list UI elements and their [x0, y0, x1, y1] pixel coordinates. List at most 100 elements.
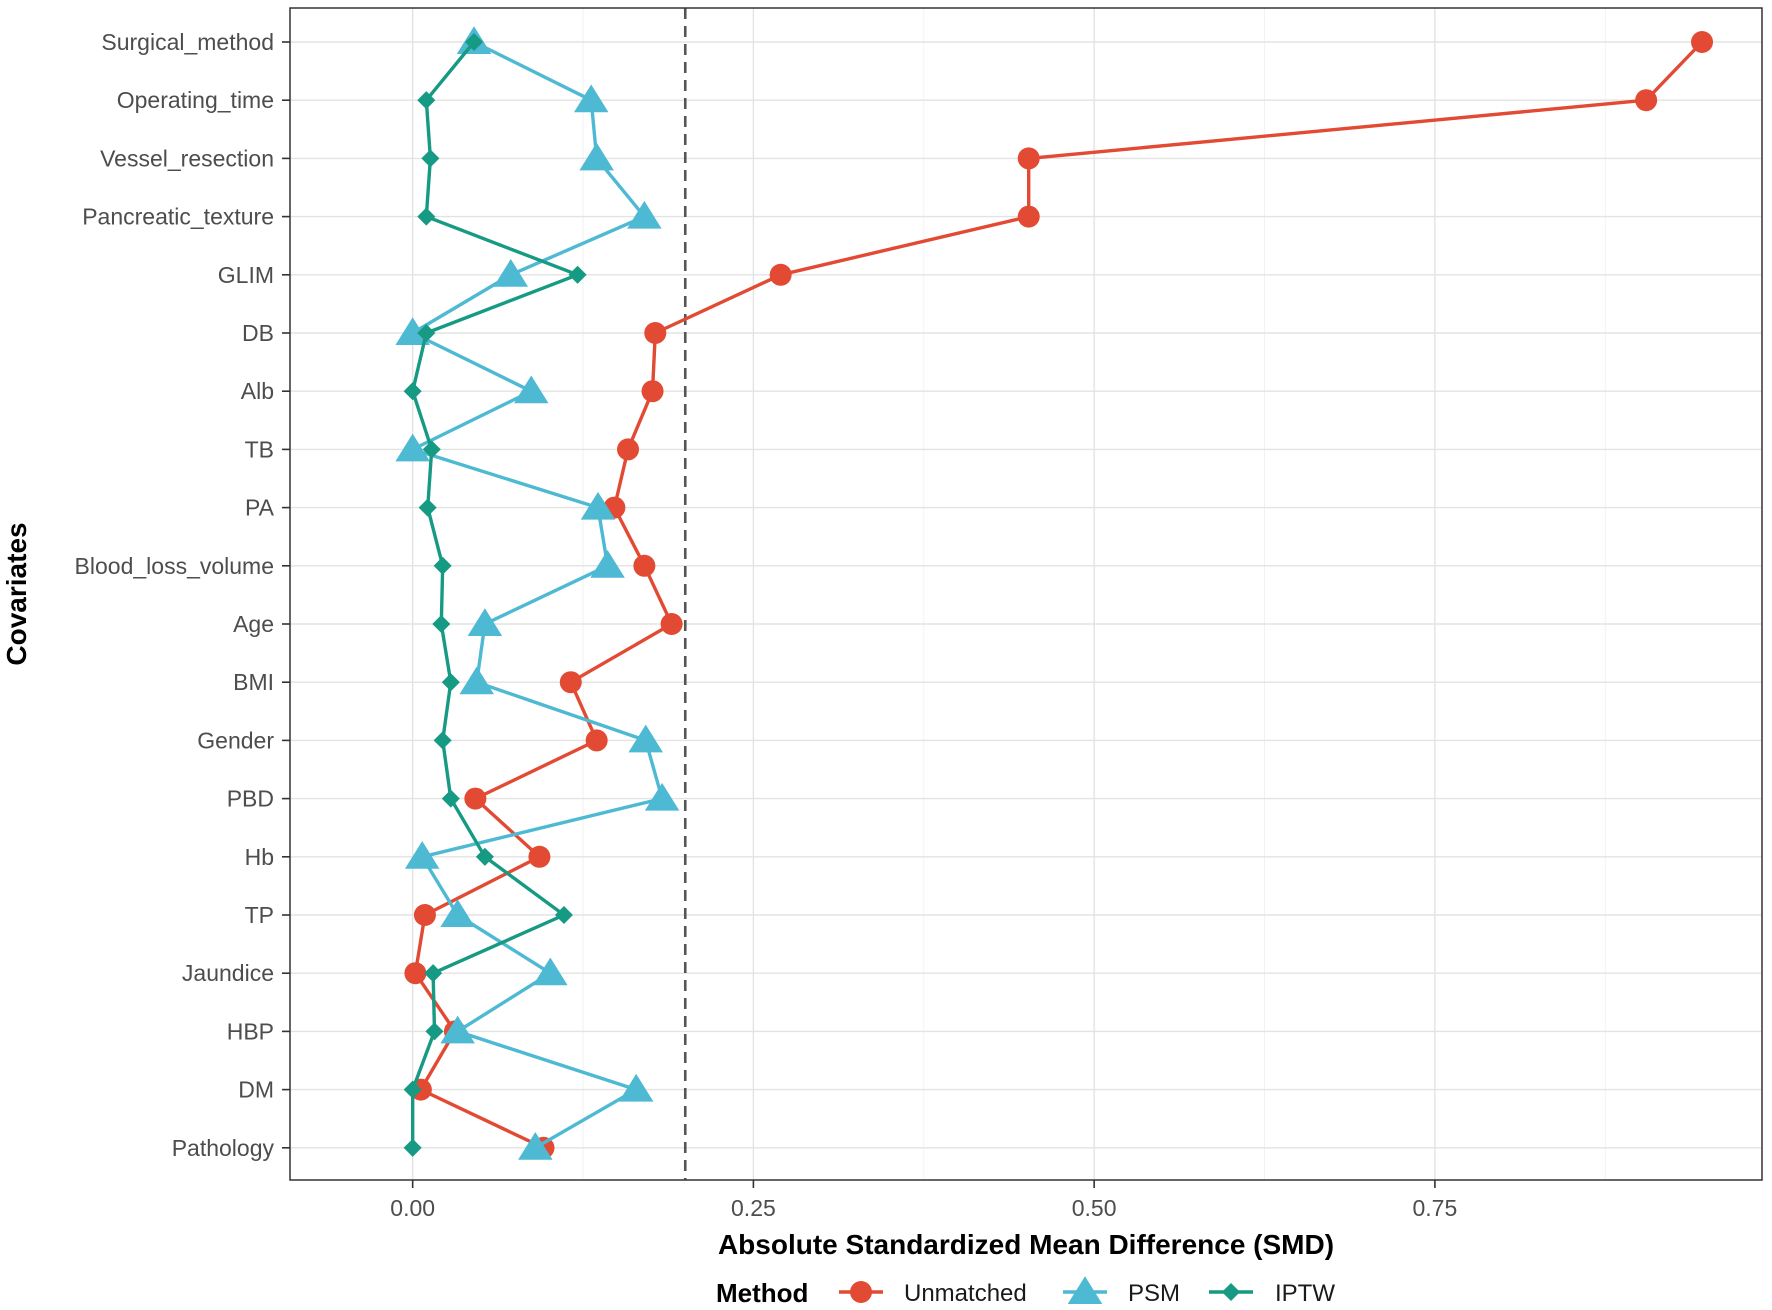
point-iptw [403, 1138, 422, 1157]
point-unmatched [1691, 31, 1714, 53]
point-iptw [554, 905, 573, 925]
point-iptw [403, 1080, 422, 1099]
point-psm [579, 142, 614, 171]
point-psm [467, 608, 503, 636]
point-psm [627, 200, 662, 229]
point-unmatched [660, 613, 683, 635]
legend-marker-psm [1067, 1276, 1103, 1304]
point-iptw [421, 149, 440, 168]
point-unmatched [633, 554, 656, 577]
point-iptw [568, 265, 587, 284]
point-unmatched [413, 904, 436, 926]
y-tick-label: PA [245, 495, 275, 521]
point-unmatched [1635, 89, 1658, 112]
legend-item-iptw: IPTW [1209, 1280, 1335, 1307]
point-iptw [432, 614, 451, 634]
series-layer [395, 26, 1714, 1160]
y-tick-label: Alb [241, 378, 274, 404]
point-psm [404, 841, 440, 869]
y-tick-label: Pathology [172, 1135, 275, 1161]
y-tick-label: Jaundice [182, 960, 274, 986]
point-unmatched [641, 380, 664, 403]
series-iptw [403, 32, 587, 1157]
x-axis-title: Absolute Standardized Mean Difference (S… [718, 1229, 1334, 1260]
series-psm [395, 26, 680, 1160]
point-psm [395, 317, 430, 345]
point-unmatched [464, 787, 487, 810]
series-line-psm [411, 40, 664, 1150]
point-psm [533, 957, 568, 986]
y-axis: Surgical_method Operating_time Vessel_rese… [75, 29, 290, 1161]
point-unmatched [528, 845, 551, 868]
point-psm [395, 433, 430, 462]
y-tick-label: Operating_time [117, 87, 274, 113]
point-psm [618, 1073, 654, 1102]
y-tick-label: BMI [233, 669, 274, 695]
point-psm [459, 666, 494, 695]
x-tick-label: 0.00 [390, 1195, 435, 1221]
point-iptw [424, 964, 443, 983]
point-unmatched [585, 729, 608, 752]
x-tick-label: 0.50 [1072, 1195, 1117, 1221]
y-tick-label: Surgical_method [101, 29, 274, 55]
point-iptw [417, 207, 436, 226]
point-unmatched [1017, 205, 1040, 228]
x-tick-label: 0.75 [1413, 1195, 1458, 1221]
point-iptw [441, 789, 460, 808]
panel-background [290, 8, 1762, 1180]
point-unmatched [1017, 147, 1040, 170]
series-line-iptw [411, 40, 580, 1148]
point-iptw [417, 91, 436, 110]
x-axis: 0.00 0.25 0.50 0.75 [390, 1180, 1457, 1221]
y-tick-label: GLIM [218, 262, 274, 288]
y-tick-label: TB [245, 436, 274, 462]
point-psm [573, 84, 609, 113]
y-tick-label: Gender [197, 727, 274, 753]
point-iptw [422, 440, 441, 459]
y-tick-label: PBD [227, 786, 274, 812]
legend: Method Unmatched PSM IPTW [716, 1276, 1335, 1308]
point-psm [628, 724, 663, 753]
point-iptw [418, 498, 437, 517]
legend-label-unmatched: Unmatched [904, 1280, 1027, 1307]
y-tick-label: Hb [245, 844, 274, 870]
point-psm [590, 550, 625, 578]
point-iptw [417, 323, 436, 343]
y-tick-label: DB [242, 320, 274, 346]
point-psm [493, 259, 529, 287]
y-tick-label: HBP [227, 1018, 274, 1044]
point-iptw [464, 32, 484, 52]
legend-item-unmatched: Unmatched [839, 1280, 1027, 1307]
legend-marker-iptw [1221, 1282, 1241, 1302]
point-unmatched [404, 962, 427, 985]
y-tick-label: Pancreatic_texture [82, 204, 274, 230]
point-psm [518, 1132, 553, 1160]
point-unmatched [644, 322, 667, 344]
point-iptw [433, 556, 452, 575]
point-unmatched [769, 263, 792, 286]
panel-border [289, 7, 1763, 1181]
y-tick-label: Age [233, 611, 274, 637]
y-tick-label: Blood_loss_volume [75, 553, 274, 579]
legend-item-psm: PSM [1063, 1276, 1180, 1307]
y-tick-label: TP [245, 902, 274, 928]
y-axis-title: Covariates [1, 522, 32, 665]
x-tick-label: 0.25 [731, 1195, 776, 1221]
legend-label-iptw: IPTW [1275, 1280, 1335, 1307]
point-iptw [433, 731, 452, 750]
point-unmatched [559, 671, 582, 694]
grid-layer [290, 8, 1762, 1180]
point-unmatched [617, 438, 640, 461]
point-psm [513, 375, 549, 404]
point-iptw [441, 673, 460, 692]
legend-marker-unmatched [850, 1281, 872, 1303]
point-psm [580, 491, 616, 520]
point-iptw [403, 382, 422, 401]
legend-label-psm: PSM [1128, 1280, 1180, 1307]
point-iptw [475, 847, 494, 866]
point-psm [644, 782, 680, 811]
y-tick-label: Vessel_resection [100, 145, 274, 171]
point-iptw [425, 1022, 444, 1041]
legend-title: Method [716, 1278, 808, 1308]
